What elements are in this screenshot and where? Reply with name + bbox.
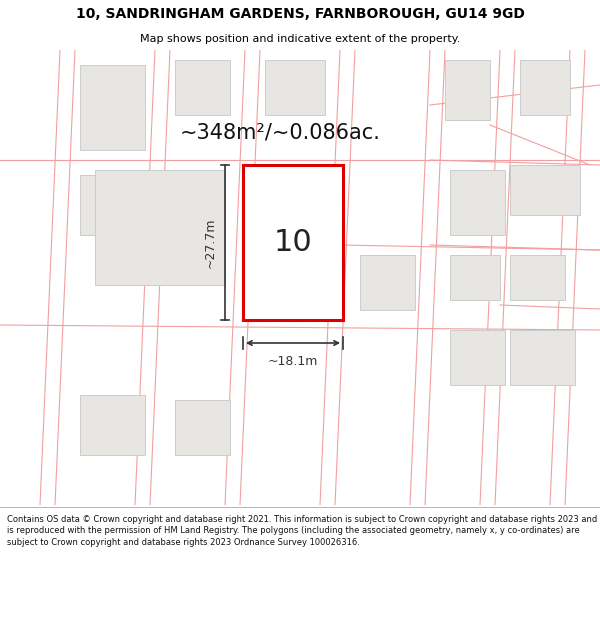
Bar	[445, 60, 490, 120]
Bar	[265, 60, 325, 115]
Text: ~18.1m: ~18.1m	[268, 355, 318, 368]
Text: Contains OS data © Crown copyright and database right 2021. This information is : Contains OS data © Crown copyright and d…	[7, 514, 598, 548]
Bar	[175, 60, 230, 115]
Bar	[80, 175, 145, 235]
Text: ~27.7m: ~27.7m	[204, 217, 217, 268]
Bar	[450, 255, 500, 300]
Bar	[360, 255, 415, 310]
Bar	[80, 395, 145, 455]
Bar	[80, 65, 145, 150]
Bar	[243, 165, 343, 320]
Bar	[450, 170, 505, 235]
Bar	[510, 255, 565, 300]
Bar	[510, 165, 580, 215]
Bar	[175, 400, 230, 455]
Text: 10: 10	[274, 228, 313, 257]
Bar	[95, 170, 225, 285]
Bar	[520, 60, 570, 115]
Bar	[510, 330, 575, 385]
Text: ~348m²/~0.086ac.: ~348m²/~0.086ac.	[179, 123, 380, 143]
Bar	[450, 330, 505, 385]
Text: 10, SANDRINGHAM GARDENS, FARNBOROUGH, GU14 9GD: 10, SANDRINGHAM GARDENS, FARNBOROUGH, GU…	[76, 7, 524, 21]
Text: Map shows position and indicative extent of the property.: Map shows position and indicative extent…	[140, 34, 460, 44]
